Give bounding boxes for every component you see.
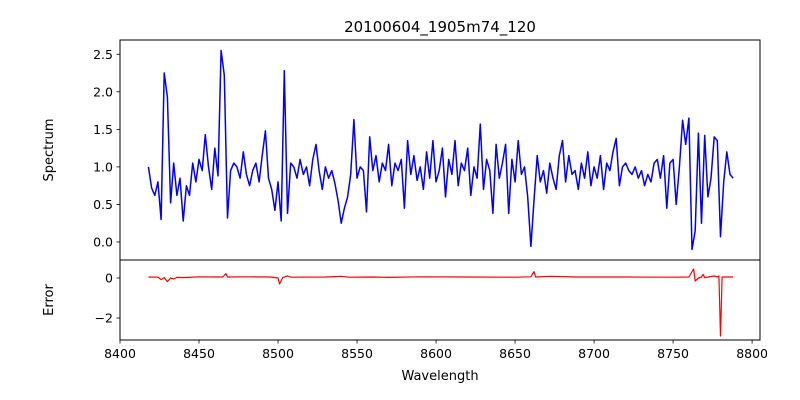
y-axis-label-error: Error [42,284,57,316]
error-panel: 0 −2 8400 8450 8500 8550 8600 8650 8700 8750 8800 [95,259,768,361]
spectrum-y-tick-label: 1.0 [93,159,113,174]
x-tick-label: 8550 [341,346,373,361]
x-tick-label: 8500 [262,346,294,361]
spectrum-series-line [147,49,734,251]
x-tick-label: 8450 [183,346,215,361]
y-axis-label-spectrum: Spectrum [42,119,57,182]
spectrum-y-tick-label: 1.5 [93,122,113,137]
spectrum-y-tick-label: 2.0 [93,84,113,99]
error-y-tick-label: −2 [95,311,113,326]
spectrum-y-tick-label: 0.5 [93,197,113,212]
x-tick-label: 8750 [657,346,689,361]
x-tick-label: 8400 [104,346,136,361]
x-tick-label: 8600 [420,346,452,361]
error-series-line [148,268,734,337]
spectrum-y-tick-label: 0.0 [93,234,113,249]
error-axes-frame [119,259,761,341]
x-tick-label: 8800 [736,346,768,361]
x-tick-label: 8700 [578,346,610,361]
spectrum-y-tick-label: 2.5 [93,47,113,62]
x-axis-label: Wavelength [401,369,478,384]
x-tick-label: 8650 [499,346,531,361]
chart-title: 20100604_1905m74_120 [344,18,536,37]
error-y-tick-label: 0 [105,271,113,286]
